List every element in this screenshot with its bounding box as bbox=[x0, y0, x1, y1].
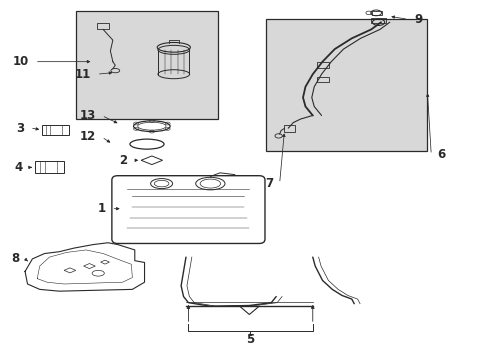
Bar bbox=[35, 161, 64, 173]
Bar bbox=[316, 77, 328, 82]
Bar bbox=[76, 12, 217, 119]
Text: 8: 8 bbox=[11, 252, 19, 265]
Text: 7: 7 bbox=[265, 177, 273, 190]
Bar bbox=[97, 23, 109, 30]
Bar bbox=[371, 11, 381, 15]
Text: 5: 5 bbox=[246, 333, 254, 346]
Text: 9: 9 bbox=[413, 13, 422, 26]
Text: 10: 10 bbox=[13, 55, 29, 68]
Text: 11: 11 bbox=[75, 68, 91, 81]
Text: 4: 4 bbox=[14, 161, 22, 174]
Text: 2: 2 bbox=[119, 154, 127, 167]
Text: 6: 6 bbox=[436, 148, 445, 161]
Bar bbox=[284, 125, 295, 132]
Bar bbox=[42, 125, 69, 135]
Bar bbox=[370, 18, 385, 23]
Text: 12: 12 bbox=[80, 130, 96, 144]
Text: 13: 13 bbox=[80, 109, 96, 122]
Bar bbox=[266, 19, 427, 151]
Text: 1: 1 bbox=[97, 202, 105, 215]
Bar bbox=[316, 62, 328, 68]
Text: 3: 3 bbox=[16, 122, 24, 135]
